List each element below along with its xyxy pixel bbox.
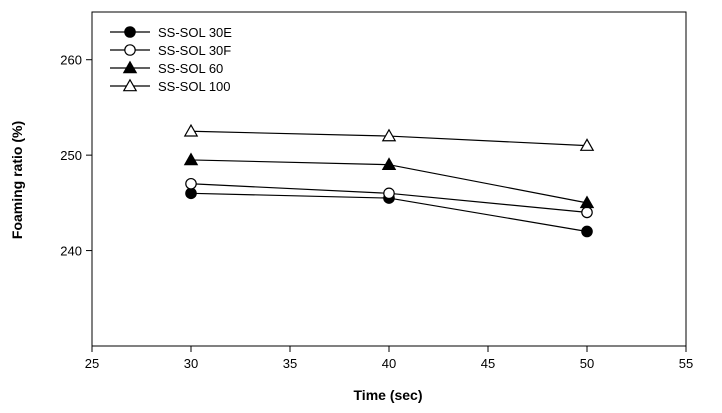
y-tick-label: 250 xyxy=(60,148,82,163)
x-tick-label: 35 xyxy=(283,356,297,371)
y-tick-label: 260 xyxy=(60,53,82,68)
data-point xyxy=(579,138,595,151)
x-tick-label: 45 xyxy=(481,356,495,371)
data-point xyxy=(183,152,199,166)
data-point xyxy=(579,195,595,209)
x-tick-label: 50 xyxy=(580,356,594,371)
data-point xyxy=(581,206,593,219)
data-point xyxy=(183,123,199,137)
data-point xyxy=(185,187,197,200)
x-tick-label: 25 xyxy=(85,356,99,371)
data-point xyxy=(381,157,397,170)
x-tick-label: 30 xyxy=(184,356,198,371)
data-point xyxy=(185,177,197,190)
data-point xyxy=(383,187,395,200)
legend-label: SS-SOL 100 xyxy=(158,79,231,94)
x-tick-label: 55 xyxy=(679,356,693,371)
legend-label: SS-SOL 30E xyxy=(158,25,232,40)
legend-marker xyxy=(122,78,138,92)
legend-marker xyxy=(122,60,138,74)
legend-marker xyxy=(124,44,136,56)
data-point xyxy=(381,128,397,142)
legend-marker xyxy=(124,26,136,38)
y-axis-title: Foaming ratio (%) xyxy=(9,121,25,239)
legend-label: SS-SOL 60 xyxy=(158,61,223,76)
y-tick-label: 240 xyxy=(60,244,82,259)
x-tick-label: 40 xyxy=(382,356,396,371)
legend-label: SS-SOL 30F xyxy=(158,43,231,58)
data-point xyxy=(581,225,593,238)
x-axis-title: Time (sec) xyxy=(354,387,423,403)
